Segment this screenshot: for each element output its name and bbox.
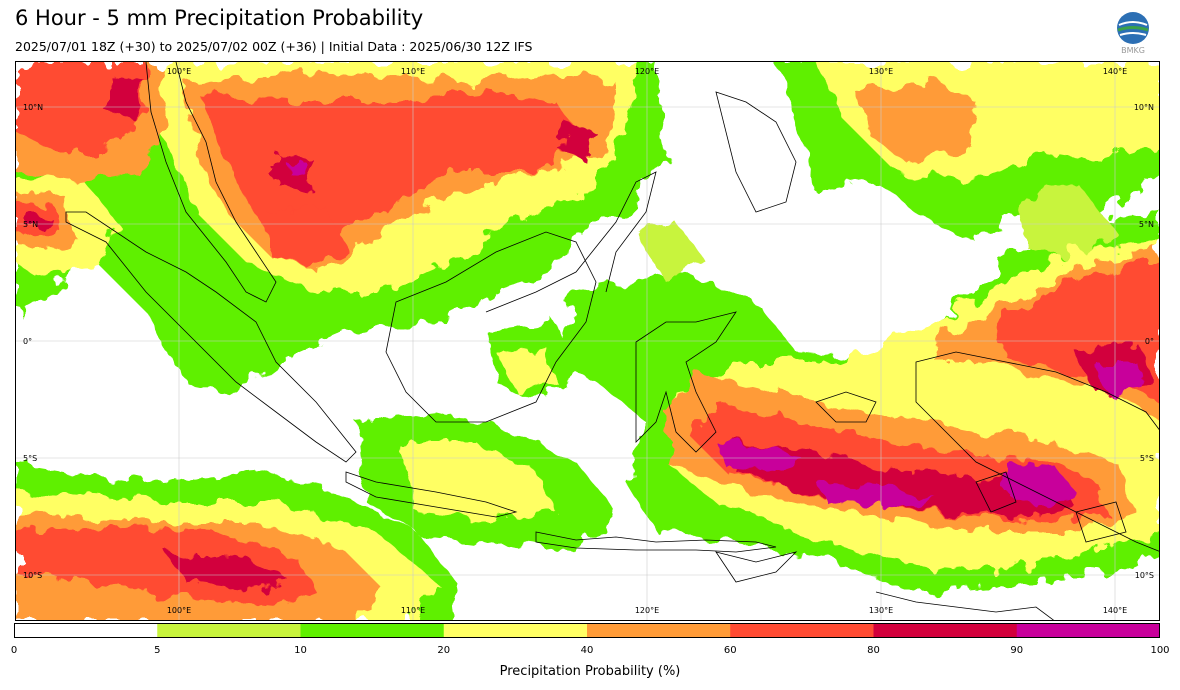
svg-text:110°E: 110°E bbox=[401, 606, 425, 615]
graticule bbox=[16, 62, 1159, 620]
colorbar-segment bbox=[14, 623, 158, 638]
precipitation-map: 100°E 110°E 120°E 130°E 140°E 100°E 110°… bbox=[15, 61, 1160, 621]
svg-text:5°S: 5°S bbox=[1140, 454, 1154, 463]
svg-text:140°E: 140°E bbox=[1103, 606, 1127, 615]
svg-text:5°S: 5°S bbox=[23, 454, 37, 463]
svg-text:100°E: 100°E bbox=[167, 67, 191, 76]
colorbar-segment bbox=[873, 623, 1018, 638]
svg-text:10°N: 10°N bbox=[23, 103, 43, 112]
colorbar-tick-label: 10 bbox=[294, 645, 307, 656]
lat-labels-left: 10°N 5°N 0° 5°S 10°S bbox=[23, 103, 43, 580]
lon-labels-top: 100°E 110°E 120°E 130°E 140°E bbox=[167, 67, 1127, 76]
lon-labels-bottom: 100°E 110°E 120°E 130°E 140°E bbox=[167, 606, 1127, 615]
colorbar-tick-label: 5 bbox=[154, 645, 161, 656]
svg-text:130°E: 130°E bbox=[869, 67, 893, 76]
colorbar-segment bbox=[443, 623, 588, 638]
colorbar-tick-label: 0 bbox=[10, 645, 18, 656]
coastlines bbox=[65, 62, 1159, 620]
bmkg-logo: BMKG bbox=[1114, 11, 1152, 55]
svg-text:110°E: 110°E bbox=[401, 67, 425, 76]
colorbar-segment bbox=[730, 623, 874, 638]
svg-text:120°E: 120°E bbox=[635, 606, 659, 615]
colorbar-tick-label: 20 bbox=[437, 645, 451, 656]
svg-text:5°N: 5°N bbox=[23, 220, 38, 229]
colorbar-tick-label: 90 bbox=[1010, 645, 1024, 656]
colorbar-segment bbox=[1016, 623, 1160, 638]
colorbar-tick-label: 80 bbox=[867, 645, 880, 656]
svg-text:100°E: 100°E bbox=[167, 606, 191, 615]
colorbar-segment bbox=[300, 623, 445, 638]
svg-text:140°E: 140°E bbox=[1103, 67, 1127, 76]
colorbar-label: Precipitation Probability (%) bbox=[499, 664, 681, 679]
svg-text:0°: 0° bbox=[1145, 337, 1154, 346]
colorbar bbox=[14, 623, 1160, 638]
svg-text:130°E: 130°E bbox=[869, 606, 893, 615]
svg-text:10°S: 10°S bbox=[1135, 571, 1154, 580]
svg-text:0°: 0° bbox=[23, 337, 32, 346]
colorbar-segment bbox=[587, 623, 731, 638]
map-subtitle: 2025/07/01 18Z (+30) to 2025/07/02 00Z (… bbox=[15, 39, 533, 54]
svg-text:120°E: 120°E bbox=[635, 67, 659, 76]
colorbar-segment bbox=[157, 623, 301, 638]
precip-field bbox=[16, 62, 1159, 620]
colorbar-tick-label: 100 bbox=[1150, 645, 1170, 656]
logo-text: BMKG bbox=[1121, 46, 1145, 55]
svg-text:10°S: 10°S bbox=[23, 571, 42, 580]
svg-text:10°N: 10°N bbox=[1134, 103, 1154, 112]
colorbar-tick-label: 60 bbox=[723, 645, 737, 656]
colorbar-tick-label: 40 bbox=[580, 645, 594, 656]
svg-text:5°N: 5°N bbox=[1139, 220, 1154, 229]
map-title: 6 Hour - 5 mm Precipitation Probability bbox=[15, 6, 424, 30]
lat-labels-right: 10°N 5°N 0° 5°S 10°S bbox=[1134, 103, 1154, 580]
